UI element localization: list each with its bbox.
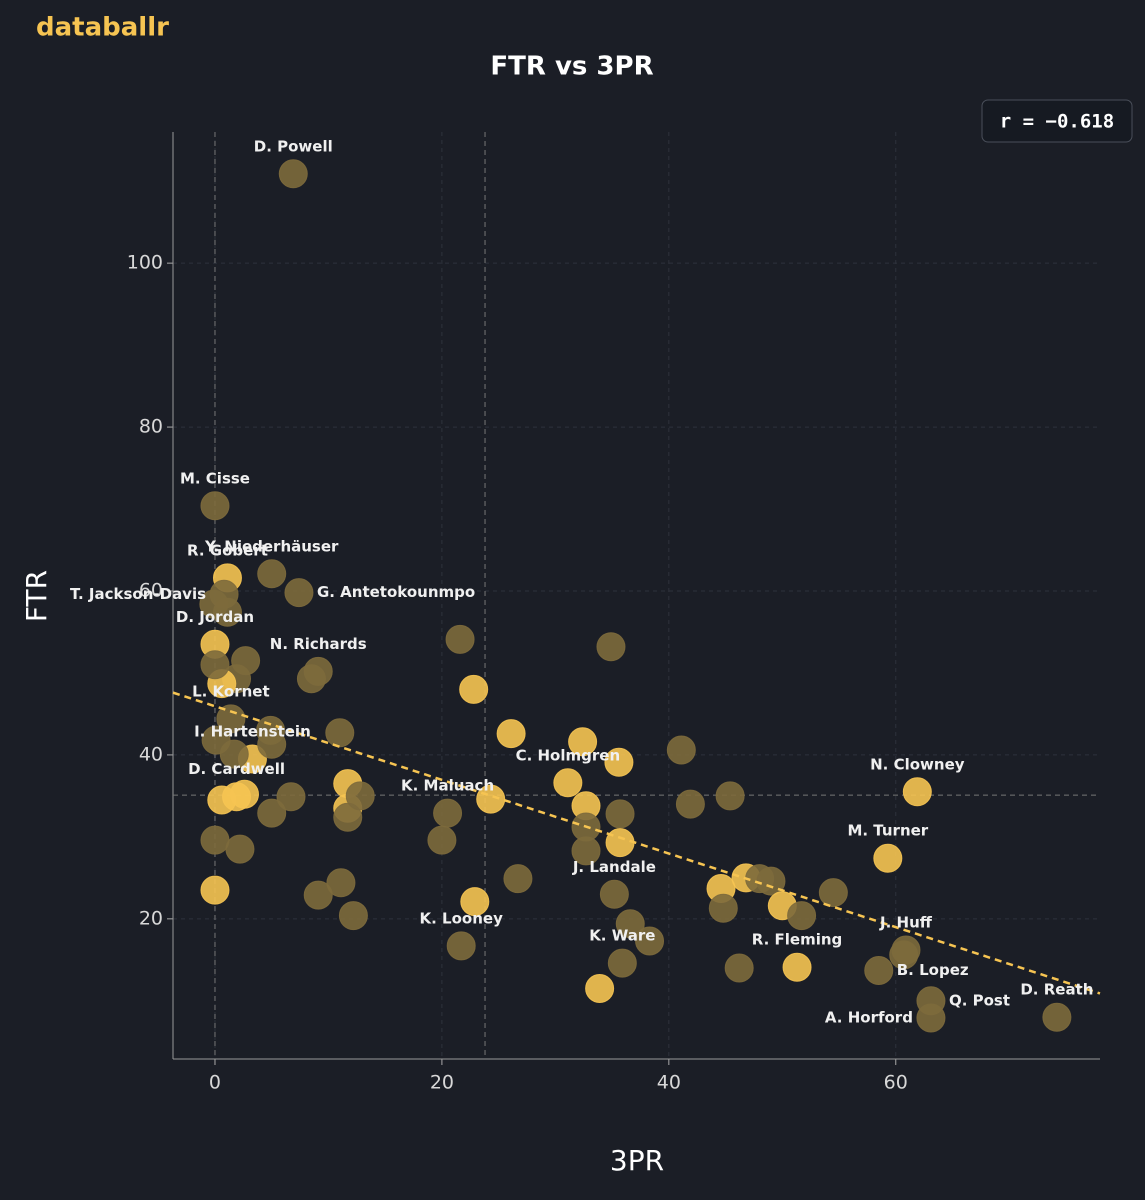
point <box>615 909 645 939</box>
y-axis-label: FTR <box>20 570 53 622</box>
point <box>460 887 490 917</box>
point-label: D. Cardwell <box>188 760 285 778</box>
point <box>338 901 368 931</box>
point <box>216 704 246 734</box>
point <box>599 879 629 909</box>
y-tick-label: 100 <box>127 252 163 274</box>
point <box>585 974 615 1004</box>
point <box>902 777 932 807</box>
point-label: R. Gobert <box>187 541 268 559</box>
point <box>635 926 665 956</box>
point <box>568 727 598 757</box>
point <box>229 779 259 809</box>
point <box>607 948 637 978</box>
point <box>256 715 286 745</box>
point <box>553 768 583 798</box>
x-tick-label: 20 <box>430 1072 454 1094</box>
y-tick-label: 40 <box>139 743 163 765</box>
point <box>200 875 230 905</box>
y-tick-label: 20 <box>139 907 163 929</box>
point <box>459 674 489 704</box>
point <box>724 953 754 983</box>
point-label: K. Ware <box>589 927 655 945</box>
point <box>445 624 475 654</box>
point-label: K. Maluach <box>401 777 494 795</box>
point-label: I. Hartenstein <box>194 723 311 741</box>
point <box>571 836 601 866</box>
point <box>873 843 903 873</box>
trend-line <box>172 691 1101 995</box>
point-label: J. Landale <box>572 858 656 876</box>
point <box>889 940 919 970</box>
point-label: C. Holmgren <box>516 746 621 764</box>
annotation: r = −0.618 <box>1000 111 1114 133</box>
point <box>787 901 817 931</box>
point <box>596 632 626 662</box>
point <box>276 782 306 812</box>
point <box>225 834 255 864</box>
point-label: Q. Post <box>949 991 1010 1009</box>
point-label: M. Cisse <box>180 469 250 487</box>
point <box>296 664 326 694</box>
point-label: G. Antetokounmpo <box>317 583 475 601</box>
y-tick-label: 60 <box>139 579 163 601</box>
point-label: A. Horford <box>825 1009 913 1027</box>
point-label: D. Powell <box>254 137 333 155</box>
point <box>605 799 635 829</box>
point <box>916 1003 946 1033</box>
point <box>675 789 705 819</box>
point-label: L. Kornet <box>192 682 270 700</box>
point-label: D. Jordan <box>176 608 254 626</box>
point <box>433 798 463 828</box>
point-label: M. Turner <box>847 822 928 840</box>
point <box>715 781 745 811</box>
chart-title: FTR vs 3PR <box>490 52 653 82</box>
point <box>326 868 356 898</box>
point <box>782 952 812 982</box>
point <box>257 798 287 828</box>
point <box>200 825 230 855</box>
point <box>666 735 696 765</box>
point <box>864 955 894 985</box>
point <box>284 578 314 608</box>
point-label: R. Fleming <box>752 931 843 949</box>
point-label: D. Reath <box>1020 981 1093 999</box>
point-label: N. Richards <box>270 635 367 653</box>
point-label: Y. Niederhäuser <box>204 537 339 555</box>
point <box>604 747 634 777</box>
point <box>303 880 333 910</box>
annotation-box <box>981 99 1133 143</box>
point <box>818 878 848 908</box>
point <box>708 893 738 923</box>
x-tick-label: 40 <box>657 1072 681 1094</box>
point <box>503 864 533 894</box>
point <box>219 739 249 769</box>
x-tick-label: 60 <box>884 1072 908 1094</box>
point-label: J. Huff <box>879 913 933 931</box>
point <box>257 559 287 589</box>
x-tick-label: 0 <box>209 1072 221 1094</box>
point <box>278 159 308 189</box>
point <box>496 719 526 749</box>
point <box>605 828 635 858</box>
point <box>1042 1002 1072 1032</box>
point <box>200 491 230 521</box>
point-label: N. Clowney <box>870 755 965 773</box>
point <box>345 781 375 811</box>
point <box>325 718 355 748</box>
x-axis-label: 3PR <box>610 1144 664 1177</box>
brand: databallr <box>36 13 169 43</box>
plot: 20 40 60 80 100 0 20 40 60 D. Powell M. Cisse R. Go… <box>70 132 1101 1094</box>
point-label: T. Jackson-Davis <box>70 585 206 603</box>
point <box>199 589 229 619</box>
point <box>427 825 457 855</box>
point-label: K. Looney <box>420 909 504 927</box>
y-tick-label: 80 <box>139 416 163 438</box>
point <box>200 650 230 680</box>
point-label: B. Lopez <box>897 961 969 979</box>
point <box>446 931 476 961</box>
